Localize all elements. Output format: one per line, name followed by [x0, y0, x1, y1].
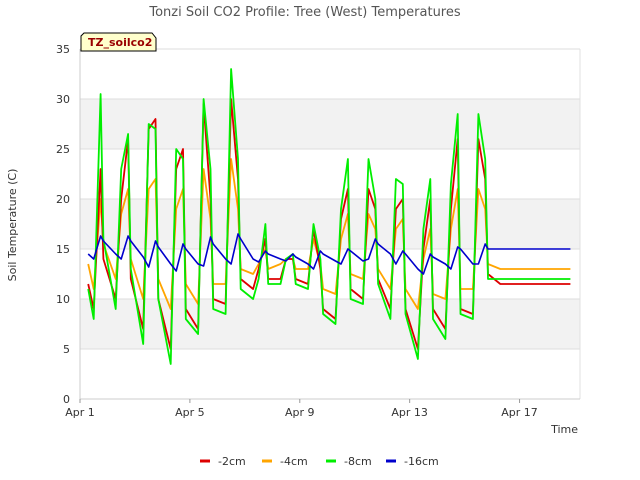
y-axis-ticks: 0 5 10 15 20 25 30 35	[56, 43, 70, 406]
grid-band	[80, 99, 580, 149]
x-axis-ticks: Apr 1 Apr 5 Apr 9 Apr 13 Apr 17	[65, 399, 538, 419]
series-line-minus-16cm	[87, 233, 571, 275]
grid-band	[80, 199, 580, 249]
y-tick-label: 30	[56, 93, 70, 106]
x-tick-label: Apr 5	[175, 406, 205, 419]
dataset-badge: TZ_soilco2	[80, 32, 157, 52]
y-tick-label: 5	[63, 343, 70, 356]
legend-item: -16cm	[386, 455, 439, 468]
series-line-minus-2cm	[87, 98, 571, 350]
legend: -2cm -4cm -8cm -16cm	[200, 455, 439, 468]
legend-item: -8cm	[326, 455, 372, 468]
badge-label: TZ_soilco2	[88, 36, 152, 49]
series-line-minus-4cm	[87, 158, 571, 310]
legend-label: -2cm	[218, 455, 246, 468]
y-axis-label: Soil Temperature (C)	[6, 169, 19, 282]
y-tick-label: 35	[56, 43, 70, 56]
legend-label: -16cm	[404, 455, 439, 468]
legend-label: -4cm	[280, 455, 308, 468]
y-tick-label: 25	[56, 143, 70, 156]
legend-label: -8cm	[344, 455, 372, 468]
y-tick-label: 15	[56, 243, 70, 256]
series-lines	[87, 68, 571, 365]
legend-item: -4cm	[262, 455, 308, 468]
grid-band	[80, 299, 580, 349]
grid-bands	[80, 99, 580, 349]
x-axis-label: Time	[550, 423, 578, 436]
x-tick-label: Apr 9	[285, 406, 315, 419]
chart-title: Tonzi Soil CO2 Profile: Tree (West) Temp…	[148, 5, 461, 20]
series-line-minus-8cm	[87, 68, 571, 365]
y-tick-label: 0	[63, 393, 70, 406]
x-tick-label: Apr 17	[501, 406, 538, 419]
x-tick-label: Apr 13	[391, 406, 428, 419]
legend-item: -2cm	[200, 455, 246, 468]
x-tick-label: Apr 1	[65, 406, 95, 419]
y-tick-label: 10	[56, 293, 70, 306]
y-tick-label: 20	[56, 193, 70, 206]
